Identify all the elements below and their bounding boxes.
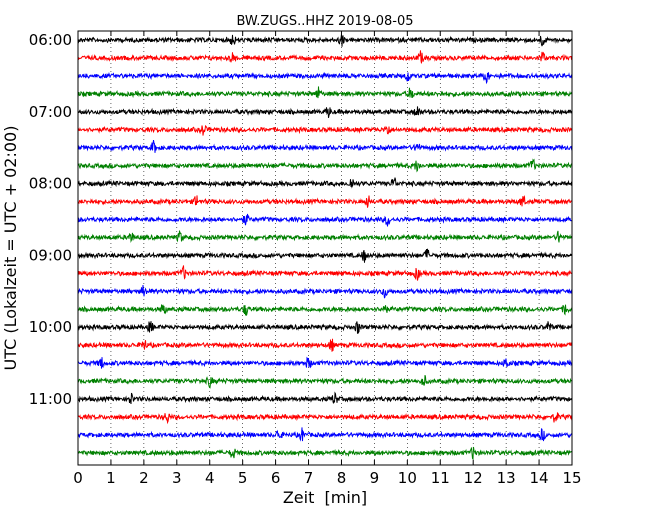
chart-title: BW.ZUGS..HHZ 2019-08-05 bbox=[236, 14, 413, 29]
trace-19 bbox=[77, 375, 573, 389]
y-tick-label-2: 08:00 bbox=[29, 175, 72, 193]
x-tick-label-13: 13 bbox=[497, 469, 516, 487]
x-axis-label: Zeit [min] bbox=[283, 488, 367, 507]
trace-3 bbox=[77, 86, 573, 99]
trace-9 bbox=[77, 194, 573, 208]
grid-lines bbox=[110, 31, 540, 465]
plot-frame bbox=[77, 30, 573, 466]
trace-1 bbox=[77, 50, 573, 64]
trace-23 bbox=[77, 446, 573, 461]
trace-12 bbox=[77, 248, 573, 263]
x-axis: 0 1 2 3 4 5 6 7 8 9 10 11 12 13 14 15 bbox=[73, 31, 582, 487]
trace-16 bbox=[77, 321, 573, 335]
y-axis-label: UTC (Lokalzeit = UTC + 02:00) bbox=[1, 126, 20, 371]
x-tick-label-4: 4 bbox=[205, 469, 215, 487]
x-tick-label-7: 7 bbox=[304, 469, 314, 487]
y-tick-label-5: 11:00 bbox=[29, 390, 72, 408]
x-tick-label-10: 10 bbox=[398, 469, 417, 487]
trace-11 bbox=[77, 230, 573, 243]
x-tick-label-6: 6 bbox=[271, 469, 281, 487]
trace-15 bbox=[77, 303, 573, 316]
trace-6 bbox=[77, 139, 573, 153]
trace-17 bbox=[77, 338, 573, 352]
y-tick-label-4: 10:00 bbox=[29, 318, 72, 336]
x-tick-label-11: 11 bbox=[431, 469, 450, 487]
trace-14 bbox=[77, 285, 573, 299]
trace-group bbox=[77, 34, 573, 461]
x-tick-label-2: 2 bbox=[139, 469, 149, 487]
trace-22 bbox=[77, 427, 573, 442]
trace-4 bbox=[77, 106, 573, 119]
y-tick-label-0: 06:00 bbox=[29, 31, 72, 49]
trace-7 bbox=[77, 158, 573, 173]
x-tick-label-9: 9 bbox=[370, 469, 380, 487]
x-tick-label-1: 1 bbox=[106, 469, 116, 487]
trace-21 bbox=[77, 412, 573, 425]
x-tick-label-5: 5 bbox=[238, 469, 248, 487]
x-tick-label-8: 8 bbox=[337, 469, 347, 487]
trace-5 bbox=[77, 125, 573, 136]
trace-20 bbox=[77, 391, 573, 405]
x-tick-label-3: 3 bbox=[172, 469, 182, 487]
x-tick-label-15: 15 bbox=[562, 469, 581, 487]
x-tick-label-0: 0 bbox=[73, 469, 83, 487]
y-axis: 06:00 07:00 08:00 09:00 10:00 11:00 bbox=[29, 31, 572, 408]
trace-2 bbox=[77, 71, 573, 85]
trace-8 bbox=[77, 177, 573, 189]
x-tick-label-14: 14 bbox=[530, 469, 549, 487]
trace-10 bbox=[77, 213, 573, 227]
trace-13 bbox=[77, 265, 573, 281]
x-tick-label-12: 12 bbox=[464, 469, 483, 487]
trace-0 bbox=[77, 34, 573, 47]
y-tick-label-3: 09:00 bbox=[29, 246, 72, 264]
y-tick-label-1: 07:00 bbox=[29, 103, 72, 121]
trace-18 bbox=[77, 356, 573, 369]
